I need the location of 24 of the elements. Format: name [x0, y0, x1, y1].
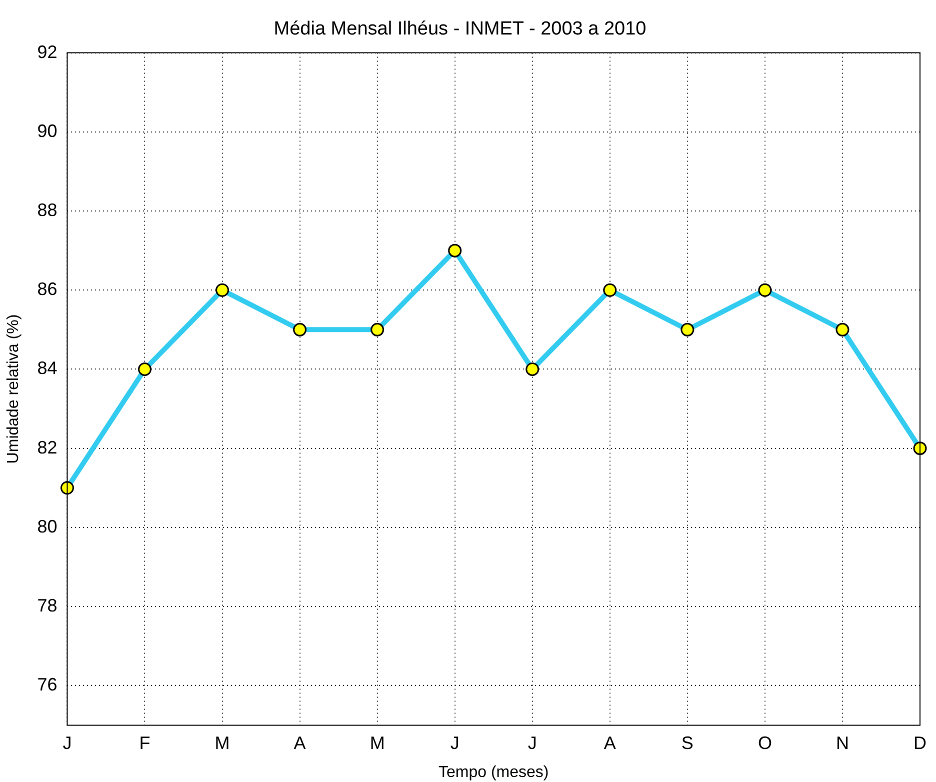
- x-tick-label: J: [528, 732, 537, 753]
- y-tick-label: 86: [37, 279, 58, 300]
- y-axis-title: Umidade relativa (%): [5, 314, 22, 464]
- x-tick-label: A: [294, 732, 306, 753]
- x-tick-label: D: [914, 732, 926, 753]
- x-tick-label: S: [681, 732, 694, 753]
- y-tick-label: 76: [37, 674, 58, 695]
- y-tick-label: 80: [37, 516, 58, 536]
- chart-title: Média Mensal Ilhéus - INMET - 2003 a 2010: [274, 18, 646, 40]
- y-tick-label: 88: [37, 200, 58, 220]
- x-tick-label: J: [62, 732, 72, 753]
- y-tick-label: 90: [37, 120, 58, 141]
- x-tick-label: M: [214, 732, 230, 753]
- x-axis-title: Tempo (meses): [438, 764, 549, 781]
- y-tick-label: 84: [37, 358, 58, 378]
- x-tick-label: J: [450, 732, 460, 753]
- x-tick-label: M: [370, 732, 385, 753]
- y-tick-label: 92: [37, 42, 58, 62]
- x-tick-label: A: [604, 732, 616, 753]
- x-tick-label: N: [836, 732, 849, 753]
- y-tick-label: 78: [37, 596, 58, 616]
- y-tick-label: 82: [37, 437, 58, 458]
- x-tick-label: O: [758, 732, 772, 753]
- x-tick-label: F: [139, 732, 150, 753]
